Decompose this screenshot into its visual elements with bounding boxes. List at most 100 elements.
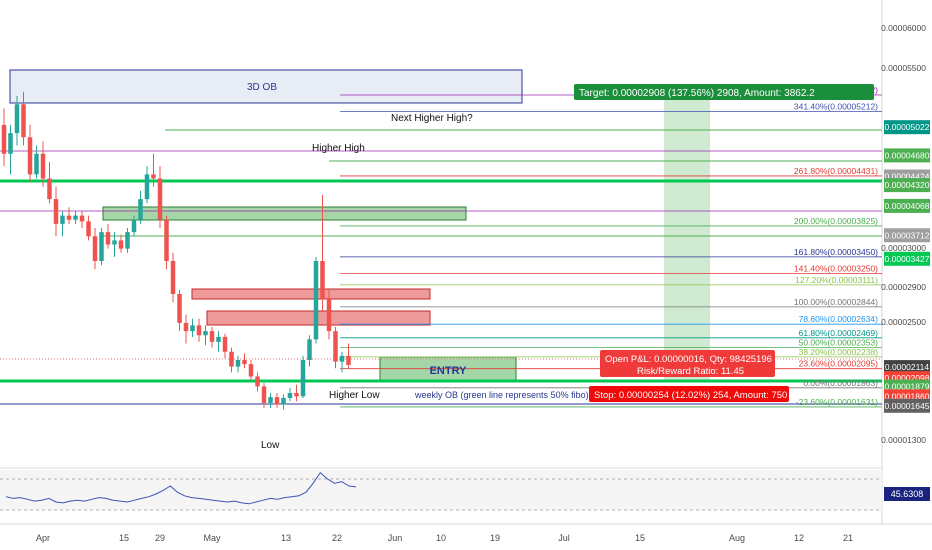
candle-body [170, 261, 176, 294]
fib-levels: 361.80%(0.00005412)341.40%(0.00005212)26… [340, 85, 882, 408]
candle-body [125, 232, 130, 249]
candle-body [1, 124, 7, 154]
candle-body [326, 298, 332, 332]
candle-body [112, 240, 117, 245]
candle-body [209, 331, 215, 342]
indicator-value-tag: 45.6308 [884, 487, 930, 501]
price-tag [884, 178, 930, 193]
price-tag [884, 251, 930, 266]
price-tag-text: 0.00002098 [885, 373, 930, 383]
stop-text: Stop: 0.00000254 (12.02%) 254, Amount: 7… [594, 390, 787, 401]
candle-body [255, 376, 260, 387]
candle-body [34, 153, 39, 175]
entry-label: ENTRY [430, 365, 468, 377]
x-tick-label: 12 [794, 533, 804, 543]
price-tag [884, 398, 930, 413]
x-tick-label: 22 [332, 533, 342, 543]
candle-body [21, 104, 26, 138]
x-tick-label: 10 [436, 533, 446, 543]
y-tick-label: 0.00003000 [881, 243, 926, 253]
target-zone[interactable] [664, 96, 710, 382]
price-tag [884, 228, 930, 243]
price-tag-text: 0.00004320 [885, 180, 930, 190]
fib-label: 0.00%(0.00001863) [803, 378, 878, 388]
candle-body [274, 397, 280, 405]
candle-body [300, 360, 306, 397]
ob-3d-label: 3D OB [247, 82, 277, 93]
fib-label: 78.60%(0.00002634) [799, 314, 879, 324]
fib-label: -23.60%(0.00001631) [796, 397, 878, 407]
y-tick-label: 0.00001300 [881, 435, 926, 445]
indicator-band [0, 470, 882, 510]
candle-body [79, 215, 85, 222]
candle-body [320, 261, 325, 299]
y-tick-label: 0.00006000 [881, 23, 926, 33]
fib-label: 50.00%(0.00002353) [799, 337, 879, 347]
stop-box[interactable]: Stop: 0.00000254 (12.02%) 254, Amount: 7… [589, 386, 789, 402]
fib-label: 161.80%(0.00003450) [794, 247, 878, 257]
price-tag [884, 148, 930, 163]
risk-reward-text: Risk/Reward Ratio: 11.45 [637, 366, 744, 377]
candle-body [177, 294, 182, 323]
fib-label: 141.40%(0.00003250) [794, 263, 878, 273]
next-higher-high-label: Next Higher High? [391, 113, 473, 124]
candle-body [248, 364, 254, 377]
candle-body [92, 236, 98, 261]
open-pnl-text: Open P&L: 0.00000016, Qty: 98425196 [605, 354, 772, 365]
candle-body [14, 104, 20, 134]
red-ob-zone-lower[interactable] [206, 310, 431, 326]
candle-body [222, 336, 228, 352]
indicator-value-text: 45.6308 [891, 489, 924, 499]
candle-body [281, 397, 286, 405]
low-label: Low [261, 440, 280, 451]
x-tick-label: 21 [843, 533, 853, 543]
candle-body [40, 153, 46, 179]
fib-label: 127.20%(0.00003111) [795, 275, 878, 285]
x-tick-label: Jun [388, 533, 403, 543]
candle-body [346, 355, 351, 365]
candle-body [294, 393, 299, 397]
fib-label: 261.80%(0.00004431) [794, 166, 878, 176]
red-ob-zone-upper[interactable] [191, 288, 431, 300]
candle-body [268, 397, 273, 403]
target-box[interactable]: Target: 0.00002908 (137.56%) 2908, Amoun… [574, 84, 874, 100]
x-tick-label: Apr [36, 533, 50, 543]
green-ob-zone[interactable] [102, 206, 467, 221]
price-tag [884, 198, 930, 213]
fib-label: 200.00%(0.00003825) [794, 216, 878, 226]
price-tag-text: 0.00003427 [885, 254, 930, 264]
position-box[interactable]: Open P&L: 0.00000016, Qty: 98425196 Risk… [600, 350, 775, 377]
candle-body [8, 133, 13, 154]
price-tag-text: 0.00002114 [885, 362, 930, 372]
candle-body [307, 339, 312, 360]
x-tick-label: Jul [558, 533, 570, 543]
candle-body [183, 322, 189, 332]
y-tick-label: 0.00005500 [881, 63, 926, 73]
price-tag-text: 0.00001860 [885, 391, 930, 401]
candles [1, 91, 351, 410]
candle-body [73, 215, 78, 220]
ob-3d-zone[interactable] [9, 69, 523, 104]
candle-body [339, 355, 345, 362]
candle-body [196, 325, 202, 336]
candle-body [86, 221, 91, 237]
axis-ticks: 0.00006000 0.00005500 0.00003000 0.00002900… [36, 23, 926, 543]
candle-body [157, 178, 163, 220]
fib-label: 100.00%(0.00002844) [794, 297, 878, 307]
fib-label: 23.60%(0.00002095) [799, 359, 879, 369]
candle-body [27, 137, 33, 175]
x-tick-label: 19 [490, 533, 500, 543]
candle-body [144, 174, 150, 200]
price-tag-text: 0.00004068 [885, 201, 930, 211]
x-tick-label: 15 [119, 533, 129, 543]
indicator-value-bg [884, 487, 930, 501]
target-box-bg [574, 84, 874, 100]
candle-body [66, 215, 72, 220]
candle-body [333, 331, 338, 362]
y-tick-label: 0.00002900 [881, 282, 926, 292]
higher-high-label: Higher High [312, 143, 365, 154]
candle-body [118, 240, 124, 249]
weekly-ob-label: weekly OB (green line represents 50% fib… [414, 390, 589, 400]
price-tag [884, 360, 930, 375]
